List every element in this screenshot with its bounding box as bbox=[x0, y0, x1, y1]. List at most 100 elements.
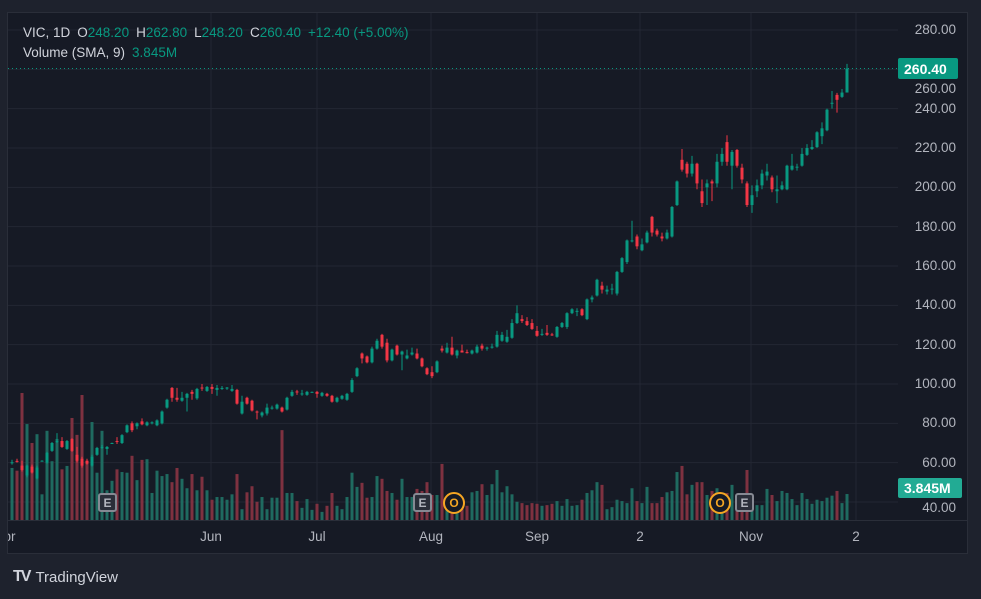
candle-body bbox=[110, 443, 114, 444]
candle-body bbox=[790, 165, 794, 170]
candle-body bbox=[310, 391, 314, 393]
volume-bar bbox=[670, 490, 674, 520]
candle-body bbox=[130, 423, 134, 431]
candle-body bbox=[675, 181, 679, 206]
volume-bar bbox=[180, 478, 184, 520]
earnings-marker[interactable]: E bbox=[735, 493, 754, 512]
volume-bar bbox=[545, 505, 549, 520]
volume-bar bbox=[820, 501, 824, 520]
candle-body bbox=[80, 458, 84, 466]
candle-body bbox=[705, 183, 709, 188]
candle-body bbox=[325, 393, 329, 396]
volume-bar bbox=[780, 490, 784, 520]
volume-label[interactable]: Volume (SMA, 9) bbox=[23, 45, 126, 60]
candle-body bbox=[330, 395, 334, 402]
price-tick-label: 160.00 bbox=[914, 258, 956, 273]
candle-body bbox=[380, 334, 384, 347]
volume-bar bbox=[600, 484, 604, 520]
candle-body bbox=[595, 279, 599, 296]
earnings-marker[interactable]: E bbox=[413, 493, 432, 512]
candle-body bbox=[545, 332, 549, 335]
earnings-marker[interactable]: E bbox=[98, 493, 117, 512]
candle-body bbox=[285, 397, 289, 410]
candle-body bbox=[640, 244, 644, 251]
volume-bar bbox=[785, 492, 789, 520]
volume-bar bbox=[690, 484, 694, 520]
candle-body bbox=[150, 422, 154, 424]
high-value: 262.80 bbox=[145, 25, 188, 40]
event-marker-other[interactable]: O bbox=[709, 492, 731, 514]
volume-bar bbox=[230, 494, 234, 520]
candle-body bbox=[195, 388, 199, 399]
volume-bar bbox=[480, 484, 484, 520]
volume-bar bbox=[150, 492, 154, 520]
volume-bar bbox=[325, 505, 329, 520]
candle-body bbox=[785, 165, 789, 190]
candle-body bbox=[305, 391, 309, 395]
candle-body bbox=[250, 400, 254, 411]
volume-bar bbox=[375, 476, 379, 520]
candle-body bbox=[385, 342, 389, 361]
volume-bar bbox=[65, 465, 69, 520]
time-axis[interactable]: Apr Jun Jul Aug Sep 2 Nov 2 bbox=[8, 520, 898, 554]
candle-body bbox=[295, 391, 299, 393]
candle-body bbox=[795, 166, 799, 168]
candle-body bbox=[50, 443, 54, 451]
candle-body bbox=[660, 236, 664, 239]
volume-bar bbox=[640, 503, 644, 520]
event-marker-other[interactable]: O bbox=[443, 492, 465, 514]
volume-bar bbox=[535, 503, 539, 520]
candle-body bbox=[575, 310, 579, 312]
candle-body bbox=[115, 441, 119, 443]
symbol-interval[interactable]: VIC, 1D bbox=[23, 25, 71, 40]
volume-bar bbox=[495, 470, 499, 520]
volume-bar bbox=[685, 494, 689, 520]
candle-body bbox=[740, 167, 744, 180]
candle-body bbox=[290, 391, 294, 396]
candle-body bbox=[135, 423, 139, 427]
volume-bar bbox=[350, 472, 354, 520]
candle-body bbox=[365, 356, 369, 363]
candle-body bbox=[120, 435, 124, 443]
volume-bar bbox=[275, 497, 279, 520]
volume-bar bbox=[560, 505, 564, 520]
candle-body bbox=[805, 148, 809, 155]
volume-bar bbox=[655, 503, 659, 520]
candle-body bbox=[655, 230, 659, 235]
volume-bar bbox=[170, 482, 174, 520]
volume-bar bbox=[120, 472, 124, 520]
volume-bar bbox=[215, 497, 219, 520]
candle-body bbox=[255, 411, 259, 413]
candle-body bbox=[610, 288, 614, 290]
candle-body bbox=[475, 346, 479, 353]
candle-body bbox=[340, 395, 344, 399]
chart-panel[interactable] bbox=[7, 12, 968, 554]
volume-bar bbox=[95, 472, 99, 520]
time-tick-label: Jul bbox=[308, 529, 326, 544]
tradingview-brand[interactable]: TV TradingView bbox=[13, 568, 118, 586]
volume-bar bbox=[610, 507, 614, 520]
candle-body bbox=[535, 330, 539, 336]
volume-bar bbox=[340, 509, 344, 520]
price-tick-label: 220.00 bbox=[914, 140, 956, 155]
candle-body bbox=[560, 323, 564, 327]
candle-body bbox=[75, 454, 79, 461]
volume-bar bbox=[250, 486, 254, 520]
volume-bar bbox=[430, 495, 434, 520]
candle-body bbox=[495, 334, 499, 347]
candle-body bbox=[100, 446, 104, 448]
volume-bar bbox=[265, 509, 269, 520]
volume-bar bbox=[645, 486, 649, 520]
volume-bar bbox=[760, 505, 764, 520]
candle-body bbox=[670, 207, 674, 237]
volume-bar bbox=[335, 505, 339, 520]
volume-bar bbox=[835, 490, 839, 520]
candle-body bbox=[770, 177, 774, 190]
volume-bar bbox=[475, 490, 479, 520]
volume-bar bbox=[565, 499, 569, 520]
candle-body bbox=[525, 321, 529, 325]
candle-body bbox=[320, 392, 324, 396]
candle-body bbox=[215, 387, 219, 390]
volume-bar bbox=[625, 503, 629, 520]
